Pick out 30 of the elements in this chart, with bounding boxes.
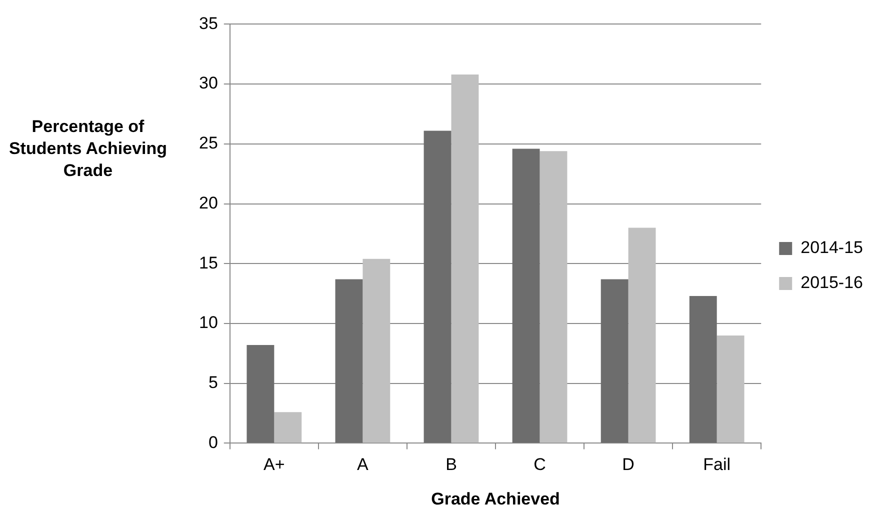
y-tick-label: 0 [208,432,218,452]
bar [451,74,479,443]
y-tick-label: 15 [198,253,218,272]
y-axis-title: Percentage of Students Achieving Grade [8,116,168,182]
bar [628,228,656,443]
bar [424,130,452,443]
bar [716,335,744,443]
y-tick-label: 35 [198,14,218,33]
x-tick-label: A [357,455,370,474]
bar [274,412,302,443]
x-axis-title: Grade Achieved [431,489,560,508]
y-tick-label: 20 [198,193,218,212]
y-tick-label: 10 [198,313,218,332]
bar [246,345,274,443]
bar [600,279,628,443]
bar [512,148,540,443]
x-tick-label: Fail [703,455,731,474]
bar [362,258,390,443]
legend-label: 2015-16 [800,273,863,292]
bar [689,296,717,443]
y-tick-label: 30 [198,74,218,93]
bar [540,151,568,443]
x-tick-label: B [446,455,457,474]
x-tick-label: D [622,455,634,474]
x-tick-label: C [534,455,546,474]
bar [335,279,363,443]
y-tick-label: 25 [198,134,218,153]
legend-label: 2014-15 [800,238,863,258]
x-tick-label: A+ [264,455,285,474]
y-tick-label: 5 [208,373,218,392]
